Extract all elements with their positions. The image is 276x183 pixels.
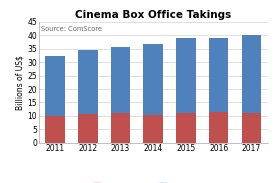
Legend: North America, International: North America, International bbox=[90, 180, 216, 183]
Y-axis label: Billions of US$: Billions of US$ bbox=[16, 55, 25, 110]
Bar bbox=[176, 113, 196, 143]
Bar bbox=[45, 56, 65, 116]
Text: Source: ComScore: Source: ComScore bbox=[41, 26, 102, 32]
Bar bbox=[111, 113, 130, 143]
Bar bbox=[209, 38, 229, 112]
Bar bbox=[209, 112, 229, 143]
Bar bbox=[111, 47, 130, 113]
Bar bbox=[143, 115, 163, 143]
Bar bbox=[45, 116, 65, 143]
Bar bbox=[78, 114, 97, 143]
Bar bbox=[242, 35, 261, 113]
Bar bbox=[176, 38, 196, 113]
Bar bbox=[242, 113, 261, 143]
Title: Cinema Box Office Takings: Cinema Box Office Takings bbox=[75, 10, 231, 20]
Bar bbox=[143, 44, 163, 115]
Bar bbox=[78, 50, 97, 114]
